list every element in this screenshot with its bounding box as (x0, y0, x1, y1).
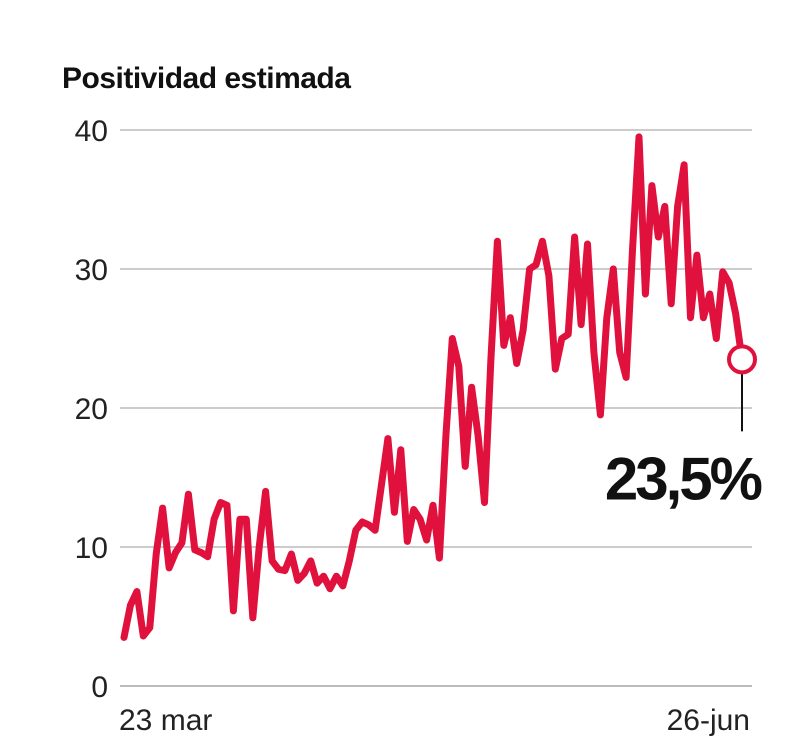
annotation-label: 23,5% (605, 445, 762, 512)
y-tick-label: 40 (75, 115, 108, 148)
annotation-layer: 23,5% (605, 344, 765, 512)
y-tick-label: 30 (75, 254, 108, 287)
x-tick-end: 26-jun (667, 704, 750, 737)
x-tick-start: 23 mar (119, 704, 212, 737)
y-axis-ticks: 0 10 20 30 40 (75, 115, 108, 704)
last-point-marker (727, 344, 757, 375)
series-line (120, 133, 746, 641)
y-tick-label: 0 (91, 671, 108, 704)
series-layer (120, 133, 746, 641)
y-tick-label: 20 (75, 393, 108, 426)
chart-title: Positividad estimada (62, 62, 351, 95)
y-tick-label: 10 (75, 532, 108, 565)
